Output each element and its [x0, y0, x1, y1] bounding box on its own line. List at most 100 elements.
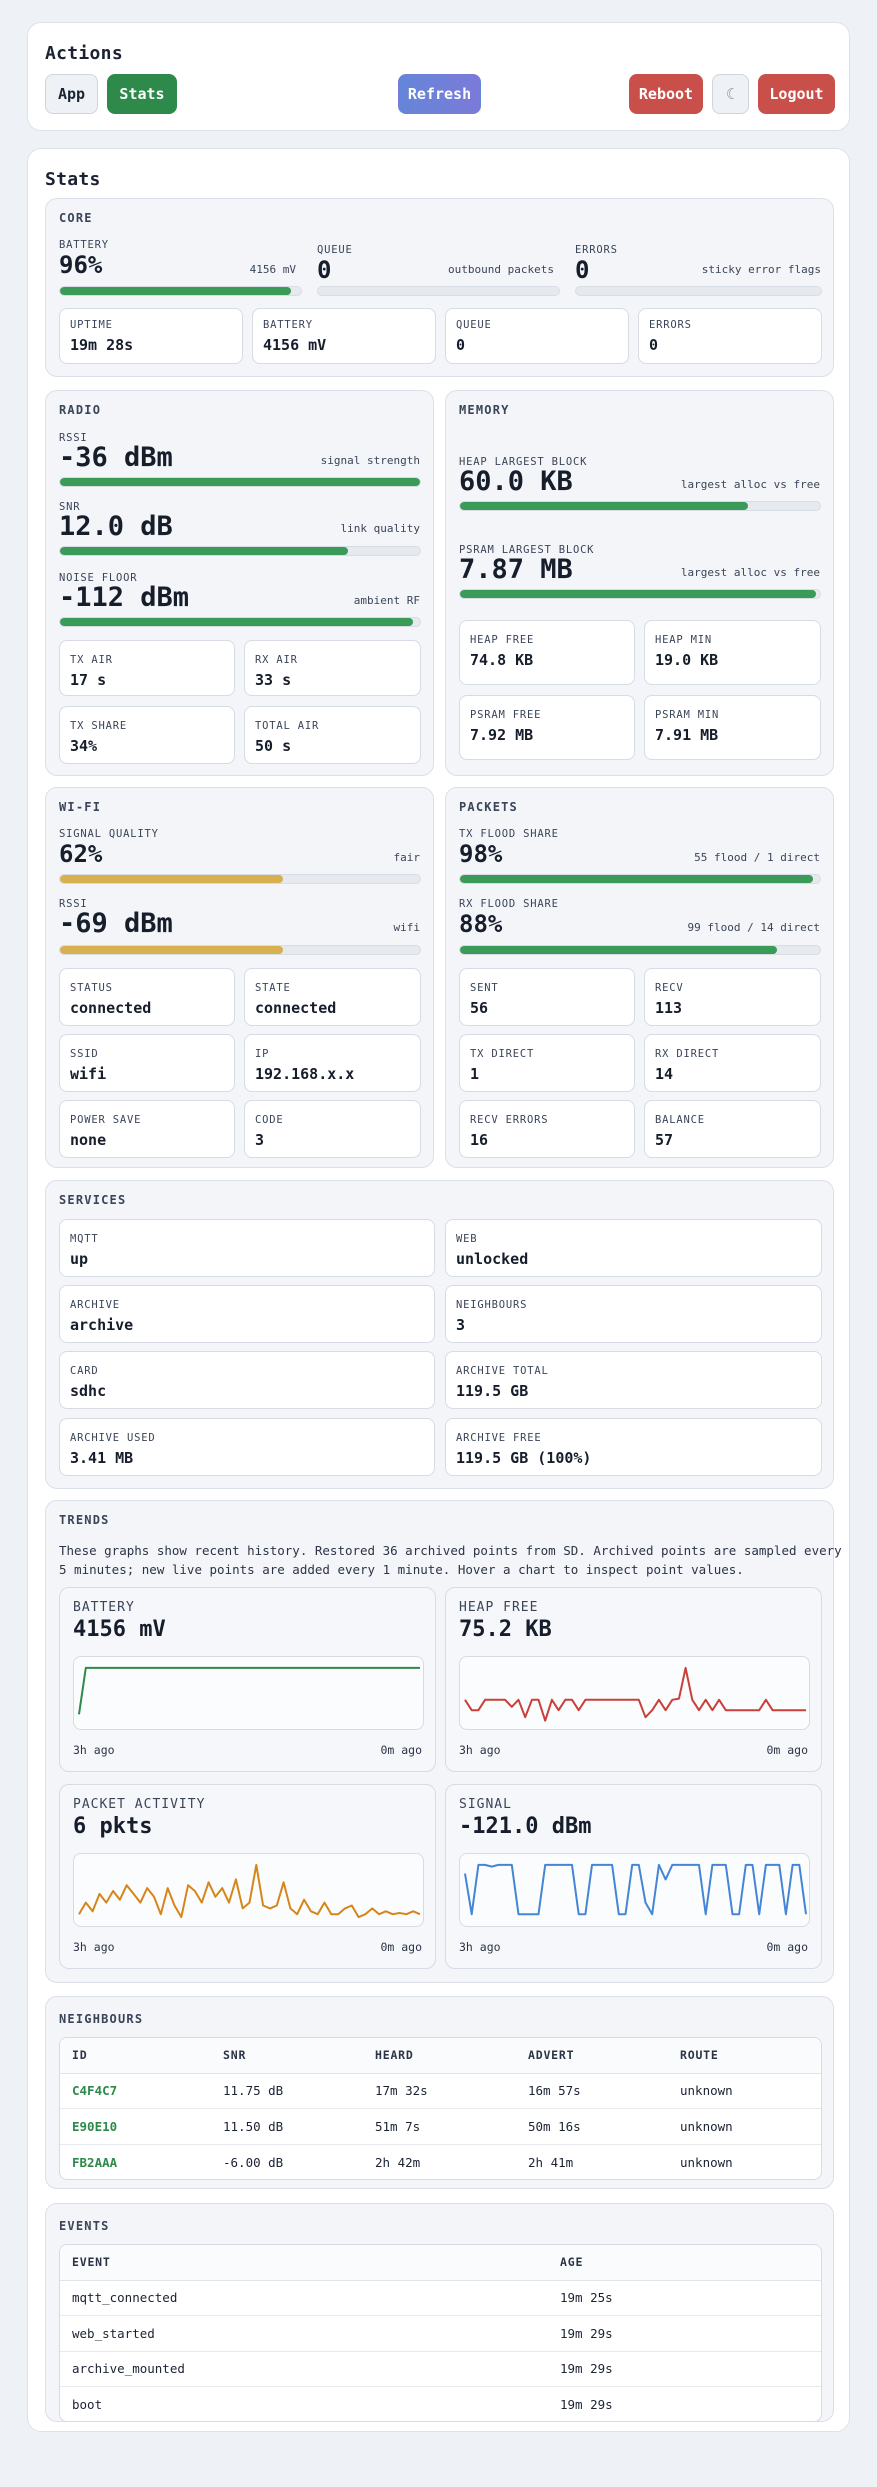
tile-value: 119.5 GB — [456, 1382, 529, 1400]
radio-title: RADIO — [59, 403, 102, 417]
memory-heap-block-fill — [460, 502, 748, 510]
tile-label: SSID — [70, 1048, 99, 1060]
table-cell: 19m 29s — [548, 2351, 821, 2387]
refresh-button[interactable]: Refresh — [398, 74, 481, 114]
core-title: CORE — [59, 211, 93, 225]
radio-rssi-hint: signal strength — [320, 454, 420, 467]
memory-heap-block-hint: largest alloc vs free — [680, 478, 820, 491]
wifi-signal-hint: fair — [393, 851, 421, 864]
tile-value: 50 s — [255, 737, 292, 755]
table-row[interactable]: archive_mounted 19m 29s — [60, 2351, 821, 2387]
tile-label: NEIGHBOURS — [456, 1299, 528, 1311]
neighbours-title: NEIGHBOURS — [59, 2012, 144, 2026]
stats-button[interactable]: Stats — [107, 74, 177, 114]
table-row[interactable]: FB2AAA -6.00 dB 2h 42m 2h 41m unknown — [60, 2144, 821, 2179]
table-row[interactable]: C4F4C7 11.75 dB 17m 32s 16m 57s unknown — [60, 2073, 821, 2109]
tile-label: SENT — [470, 982, 499, 994]
tile-value: 7.92 MB — [470, 726, 534, 744]
app-button[interactable]: App — [45, 74, 98, 114]
reboot-button[interactable]: Reboot — [629, 74, 703, 114]
packets-tx-flood-value: 98% — [459, 840, 503, 868]
tile-value: none — [70, 1131, 107, 1149]
chart-plot[interactable] — [459, 1656, 810, 1730]
radio-noise-label: NOISE FLOOR — [59, 572, 138, 584]
services-tile-mqtt: MQTT up — [59, 1219, 435, 1277]
tile-label: WEB — [456, 1233, 478, 1245]
tile-label: ARCHIVE — [70, 1299, 120, 1311]
chart-value: -121.0 dBm — [459, 1814, 592, 1839]
events-title: EVENTS — [59, 2219, 110, 2233]
services-tile-archive-free: ARCHIVE FREE 119.5 GB (100%) — [445, 1418, 822, 1476]
core-errors-value: 0 — [575, 256, 590, 284]
tile-label: QUEUE — [456, 319, 492, 331]
chart-x-end: 0m ago — [766, 1743, 808, 1757]
neighbours-table: ID SNR HEARD ADVERT ROUTE C4F4C7 11.75 dB 17m … — [60, 2038, 821, 2179]
tile-label: RECV — [655, 982, 684, 994]
wifi-tile-ssid: SSID wifi — [59, 1034, 235, 1092]
tile-label: POWER SAVE — [70, 1114, 142, 1126]
tile-value: 3 — [456, 1316, 466, 1334]
column-header: AGE — [548, 2245, 821, 2281]
chart-plot[interactable] — [73, 1656, 424, 1730]
core-battery-fill — [60, 287, 292, 295]
wifi-title: WI-FI — [59, 800, 102, 814]
radio-tile-tx-share: TX SHARE 34% — [59, 706, 235, 764]
wifi-rssi-value: -69 dBm — [59, 908, 173, 939]
services-tile-archive-used: ARCHIVE USED 3.41 MB — [59, 1418, 435, 1476]
table-row[interactable]: web_started 19m 29s — [60, 2315, 821, 2352]
wifi-tile-power-save: POWER SAVE none — [59, 1100, 235, 1158]
table-cell: 16m 57s — [516, 2073, 668, 2109]
tile-label: BATTERY — [263, 319, 313, 331]
trend-chart-battery[interactable]: BATTERY 4156 mV 3h ago 0m ago — [59, 1587, 436, 1772]
theme-toggle-button[interactable]: ☾ — [712, 74, 749, 114]
radio-rssi-value: -36 dBm — [59, 442, 173, 473]
radio-snr-hint: link quality — [340, 522, 420, 535]
radio-snr-bar — [59, 546, 421, 556]
table-row[interactable]: mqtt_connected 19m 25s — [60, 2280, 821, 2316]
memory-heap-block-bar — [459, 501, 821, 511]
radio-rssi-fill — [60, 478, 420, 486]
tile-label: MQTT — [70, 1233, 99, 1245]
tile-value: 74.8 KB — [470, 651, 534, 669]
trend-chart-packet-activity[interactable]: PACKET ACTIVITY 6 pkts 3h ago 0m ago — [59, 1784, 436, 1969]
table-cell: boot — [72, 2397, 103, 2412]
tile-label: PSRAM FREE — [470, 709, 542, 721]
table-cell: 2h 41m — [528, 2154, 574, 2170]
tile-value: up — [70, 1250, 89, 1268]
column-header: HEARD — [363, 2038, 516, 2074]
events-table-body: mqtt_connected 19m 25s web_started 19m 29s a… — [60, 2280, 821, 2422]
tile-value: wifi — [70, 1065, 107, 1083]
radio-snr-fill — [60, 547, 348, 555]
chart-x-start: 3h ago — [459, 1743, 501, 1757]
services-title: SERVICES — [59, 1193, 127, 1207]
tile-value: 14 — [655, 1065, 674, 1083]
tile-label: TX SHARE — [70, 720, 127, 732]
trend-chart-heap-free[interactable]: HEAP FREE 75.2 KB 3h ago 0m ago — [445, 1587, 822, 1772]
table-row[interactable]: boot 19m 29s — [60, 2387, 821, 2422]
series-line — [464, 1666, 806, 1722]
radio-rssi-label: RSSI — [59, 432, 88, 444]
logout-button[interactable]: Logout — [758, 74, 835, 114]
services-tile-archive-total: ARCHIVE TOTAL 119.5 GB — [445, 1351, 822, 1409]
chart-plot[interactable] — [459, 1853, 810, 1927]
radio-noise-hint: ambient RF — [353, 594, 420, 607]
table-cell: -6.00 dB — [223, 2154, 284, 2170]
tile-value: 3.41 MB — [70, 1449, 134, 1467]
memory-tile-psram-min: PSRAM MIN 7.91 MB — [644, 695, 821, 760]
packets-rx-flood-fill — [460, 946, 777, 954]
radio-tile-tx-air: TX AIR 17 s — [59, 640, 235, 696]
chart-title: PACKET ACTIVITY — [73, 1797, 206, 1812]
table-cell: 11.50 dB — [211, 2108, 363, 2145]
table-row[interactable]: E90E10 11.50 dB 51m 7s 50m 16s unknown — [60, 2108, 821, 2145]
trends-panel: TRENDS These graphs show recent history.… — [45, 1500, 842, 1983]
wifi-signal-value: 62% — [59, 840, 103, 868]
tile-label: STATE — [255, 982, 291, 994]
tile-label: TX DIRECT — [470, 1048, 535, 1060]
table-cell: FB2AAA — [72, 2154, 118, 2170]
memory-psram-block-bar — [459, 589, 821, 599]
chart-title: SIGNAL — [459, 1797, 512, 1812]
trend-chart-signal[interactable]: SIGNAL -121.0 dBm 3h ago 0m ago — [445, 1784, 822, 1969]
packets-tile-sent: SENT 56 — [459, 968, 635, 1026]
memory-heap-block-label: HEAP LARGEST BLOCK — [459, 456, 588, 468]
chart-plot[interactable] — [73, 1853, 424, 1927]
